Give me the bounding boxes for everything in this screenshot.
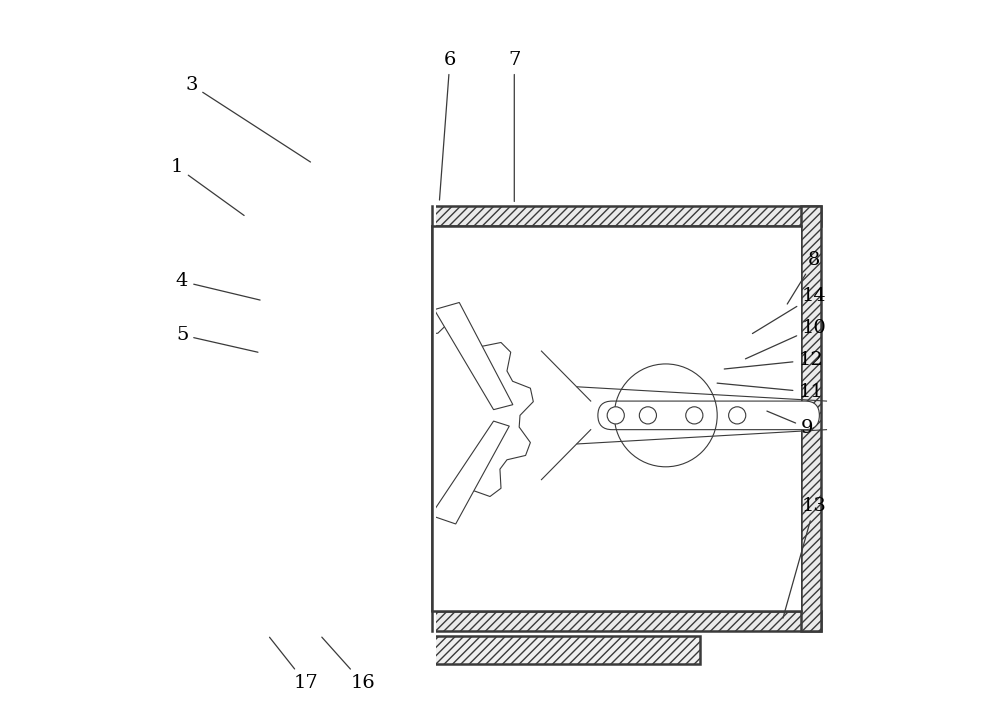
Bar — [409, 314, 429, 327]
Text: 4: 4 — [176, 272, 260, 300]
Polygon shape — [250, 387, 295, 397]
Circle shape — [293, 385, 307, 400]
Polygon shape — [434, 302, 513, 410]
Polygon shape — [341, 320, 533, 512]
Bar — [283, 67, 317, 109]
Polygon shape — [305, 461, 350, 470]
Bar — [143, 3, 436, 717]
Polygon shape — [801, 207, 821, 631]
Text: 1: 1 — [171, 158, 244, 215]
Text: 14: 14 — [752, 287, 827, 333]
Text: 6: 6 — [439, 51, 456, 200]
Text: 16: 16 — [322, 637, 375, 692]
Text: 9: 9 — [767, 411, 813, 437]
Polygon shape — [250, 316, 295, 325]
Text: 3: 3 — [185, 76, 310, 162]
Polygon shape — [305, 387, 350, 397]
Polygon shape — [432, 207, 821, 226]
Text: 17: 17 — [270, 637, 318, 692]
Circle shape — [686, 407, 703, 424]
Bar — [316, 78, 326, 98]
Text: 10: 10 — [745, 319, 827, 359]
Circle shape — [293, 314, 307, 328]
Text: 8: 8 — [787, 251, 821, 304]
Bar — [416, 314, 429, 420]
Polygon shape — [431, 421, 509, 524]
Text: 11: 11 — [717, 383, 823, 401]
FancyBboxPatch shape — [191, 202, 409, 518]
Text: 13: 13 — [783, 498, 827, 618]
Bar — [409, 407, 429, 420]
Bar — [283, 67, 317, 109]
Bar — [432, 226, 801, 611]
Polygon shape — [250, 461, 295, 470]
Polygon shape — [432, 611, 821, 631]
FancyBboxPatch shape — [171, 636, 700, 664]
Text: 7: 7 — [508, 51, 520, 202]
Circle shape — [729, 407, 746, 424]
Text: 5: 5 — [176, 326, 258, 352]
Text: 12: 12 — [724, 351, 823, 369]
Circle shape — [607, 407, 624, 424]
Polygon shape — [305, 316, 350, 325]
Circle shape — [293, 459, 307, 473]
Bar — [291, 130, 309, 142]
Bar — [289, 124, 311, 132]
Bar — [289, 141, 311, 151]
Circle shape — [639, 407, 656, 424]
FancyBboxPatch shape — [207, 217, 393, 503]
FancyBboxPatch shape — [598, 401, 819, 430]
Bar — [296, 105, 304, 492]
